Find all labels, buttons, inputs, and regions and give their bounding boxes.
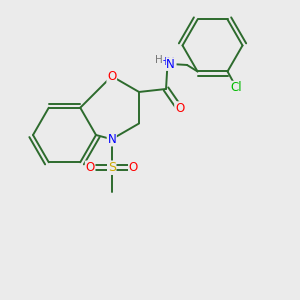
Text: HN: HN [159, 57, 176, 67]
Text: O: O [85, 161, 95, 174]
Text: H: H [155, 55, 163, 65]
Text: Cl: Cl [231, 82, 242, 94]
Text: N: N [166, 58, 175, 70]
Text: O: O [129, 161, 138, 174]
Text: O: O [107, 70, 116, 83]
Text: O: O [175, 102, 184, 115]
Text: N: N [107, 133, 116, 146]
Text: S: S [108, 161, 116, 174]
